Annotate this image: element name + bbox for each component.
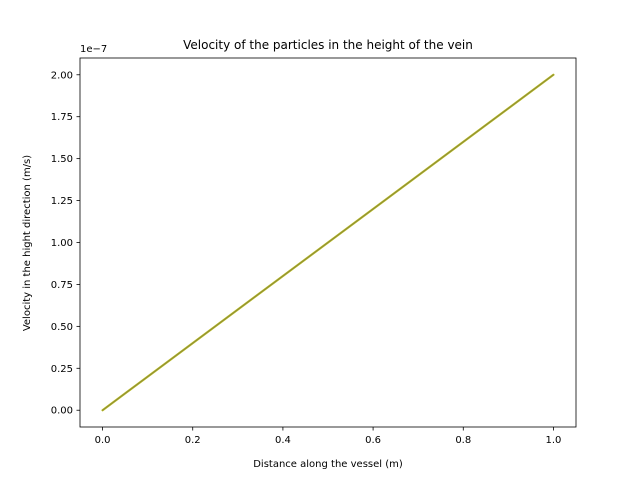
y-axis-label: Velocity in the hight direction (m/s) — [22, 155, 33, 331]
x-tick-label: 0.4 — [275, 435, 291, 446]
y-tick-label: 1.00 — [51, 238, 73, 249]
y-tick-label: 0.50 — [51, 322, 73, 333]
y-offset-label: 1e−7 — [80, 44, 107, 55]
series-line-2 — [102, 74, 554, 411]
axes-layer: 0.0 0.2 0.4 0.6 0.8 1.0 0.00 0.25 0.50 0.75 1.00 1.… — [51, 57, 577, 446]
x-tick-label: 1.0 — [546, 435, 562, 446]
x-tick-label: 0.8 — [455, 435, 471, 446]
x-tick-label: 0.0 — [95, 435, 111, 446]
series-layer — [101, 73, 555, 412]
y-tick-label: 1.75 — [51, 112, 73, 123]
y-tick-label: 0.00 — [51, 406, 73, 417]
y-tick-label: 1.25 — [51, 196, 73, 207]
y-tick-label: 0.25 — [51, 364, 73, 375]
y-tick-label: 1.50 — [51, 154, 73, 165]
x-tick-label: 0.6 — [365, 435, 381, 446]
y-tick-label: 0.75 — [51, 280, 73, 291]
x-axis-label: Distance along the vessel (m) — [253, 459, 403, 470]
y-tick-label: 2.00 — [51, 70, 73, 81]
x-tick-label: 0.2 — [185, 435, 201, 446]
chart-title: Velocity of the particles in the height … — [183, 38, 473, 52]
